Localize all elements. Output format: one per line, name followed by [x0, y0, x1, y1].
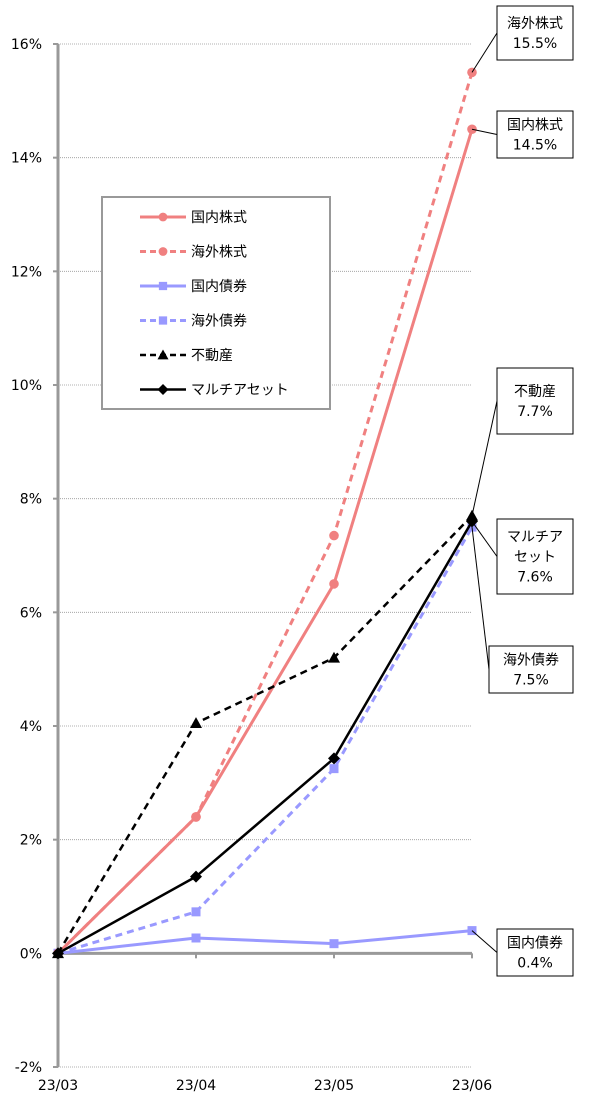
series-line: [56, 71, 474, 955]
legend-box: [101, 196, 331, 410]
legend-item: 海外株式: [140, 245, 247, 261]
legend-marker: [157, 349, 169, 360]
callout-box: [496, 367, 574, 435]
callout-label: 7.6%: [517, 570, 553, 586]
callout-label: 不動産: [514, 384, 556, 400]
callout-leader: [471, 521, 498, 557]
y-tick-label: 4%: [20, 719, 42, 735]
callout: マルチアセット 7.6%: [471, 518, 574, 595]
callout-label: マルチア: [507, 530, 563, 546]
data-point: [190, 717, 202, 728]
callout-label: 7.5%: [513, 673, 549, 689]
y-tick-label: 8%: [20, 492, 42, 508]
legend-label: 不動産: [191, 348, 233, 364]
data-point: [52, 947, 64, 960]
callout-leader: [471, 527, 490, 670]
callout-box: [496, 518, 574, 595]
data-point: [329, 579, 339, 589]
callout-box: [496, 5, 574, 61]
data-point: [191, 812, 201, 822]
x-tick-label: 23/03: [38, 1078, 78, 1094]
legend-marker: [158, 281, 168, 291]
legend-label: 国内株式: [191, 210, 247, 226]
data-point: [191, 907, 201, 917]
x-tick-label: 23/06: [452, 1078, 492, 1094]
y-tick-label: 12%: [11, 264, 42, 280]
callout-box: [488, 645, 574, 694]
legend-item: マルチアセット: [140, 383, 289, 399]
callout-layer: 海外株式15.5%国内株式14.5%不動産7.7%マルチアセット7.6%海外債券…: [471, 5, 574, 977]
callout-leader: [471, 128, 498, 135]
series-4: [52, 509, 478, 959]
legend-item: 不動産: [140, 348, 233, 364]
callout: 国内株式 14.5%: [471, 110, 574, 159]
legend-label: 国内債券: [191, 279, 247, 295]
legend-label: 海外債券: [191, 314, 247, 330]
y-tick-label: 16%: [11, 37, 42, 53]
legend-marker: [158, 316, 168, 325]
callout: 国内債券 0.4%: [471, 928, 574, 977]
legend-marker: [157, 384, 169, 395]
callout-box: [496, 928, 574, 977]
series-line: [57, 520, 474, 955]
callout-label: セット: [514, 550, 556, 566]
legend-item: 国内株式: [140, 210, 247, 226]
legend-marker: [158, 212, 168, 222]
y-tick-label: 6%: [20, 605, 42, 621]
callout-label: 14.5%: [513, 138, 557, 154]
callout-label: 15.5%: [513, 36, 557, 52]
legend-label: 海外株式: [191, 245, 247, 261]
series-5: [52, 515, 478, 960]
y-tick-label: 14%: [11, 151, 42, 167]
series-line: [57, 929, 473, 955]
series-line: [56, 514, 473, 954]
callout: 海外債券 7.5%: [471, 527, 574, 694]
data-point: [328, 752, 340, 765]
callout-label: 0.4%: [517, 956, 553, 972]
callout-box: [496, 110, 574, 159]
callout-leader: [471, 930, 498, 953]
callout-label: 7.7%: [517, 404, 553, 420]
series-line: [57, 526, 474, 955]
legend-item: 国内債券: [140, 279, 247, 295]
callout-label: 海外株式: [507, 16, 563, 32]
y-tick-label: 0%: [20, 946, 42, 962]
data-point: [328, 651, 340, 663]
callout-label: 国内株式: [507, 118, 563, 134]
data-point: [191, 933, 201, 943]
axis-layer: -2% 0% 2% 4% 6% 8% 10% 12% 14% 16% 23/03 23/04 23/05…: [11, 37, 492, 1094]
y-tick-label: 10%: [11, 378, 42, 394]
x-tick-label: 23/04: [176, 1078, 216, 1094]
callout-label: 国内債券: [507, 936, 563, 952]
legend-label: マルチアセット: [191, 383, 289, 399]
callout-label: 海外債券: [503, 653, 559, 669]
legend-item: 海外債券: [140, 314, 247, 330]
y-tick-label: -2%: [15, 1060, 42, 1076]
data-point: [329, 764, 339, 774]
callout-leader: [471, 32, 498, 73]
series-3: [53, 522, 477, 958]
callout-leader: [471, 400, 498, 516]
data-point: [190, 870, 202, 883]
data-point: [329, 530, 339, 541]
callout: 海外株式 15.5%: [471, 5, 574, 73]
callout: 不動産 7.7%: [471, 367, 574, 516]
x-tick-label: 23/05: [314, 1078, 354, 1094]
legend-marker: [158, 247, 168, 256]
y-tick-label: 2%: [20, 833, 42, 849]
data-point: [329, 939, 339, 949]
